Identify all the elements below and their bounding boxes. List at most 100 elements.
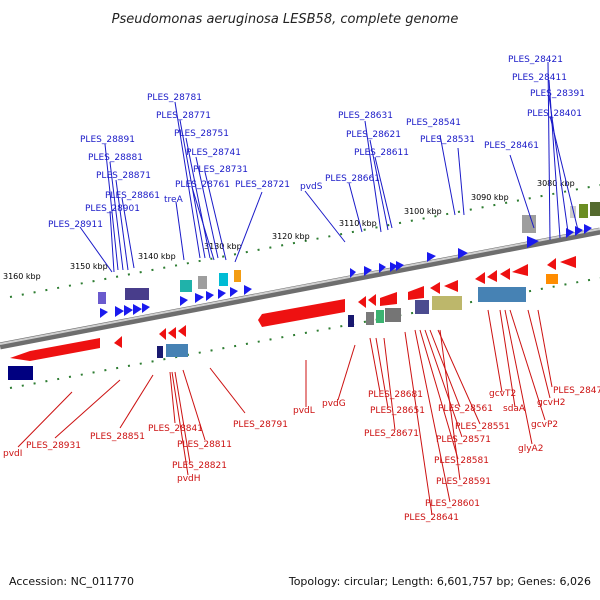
gene-arrow-forward[interactable] <box>195 293 204 303</box>
gene-label[interactable]: treA <box>164 195 184 205</box>
gene-label[interactable]: sdaA <box>503 404 526 414</box>
gene-label[interactable]: PLES_28531 <box>420 135 475 145</box>
gene-label[interactable]: PLES_28581 <box>434 456 489 466</box>
gene-arrow-forward[interactable] <box>124 305 133 316</box>
gene-label[interactable]: PLES_28651 <box>370 406 425 416</box>
gene-label[interactable]: PLES_28671 <box>364 429 419 439</box>
gene-label[interactable]: PLES_28771 <box>156 111 211 121</box>
gene-label[interactable]: PLES_28881 <box>88 153 143 163</box>
gene-arrow-forward[interactable] <box>218 289 226 299</box>
gene-label[interactable]: glyA2 <box>518 444 543 454</box>
gene-label[interactable]: PLES_28901 <box>85 204 140 214</box>
gene-arrow-reverse[interactable] <box>159 328 166 340</box>
gene-label[interactable]: gcvT2 <box>489 389 516 399</box>
gene-arrow-reverse[interactable] <box>358 296 366 308</box>
gene-block[interactable] <box>478 287 526 302</box>
gene-label[interactable]: pvdL <box>293 406 315 416</box>
gene-label[interactable]: PLES_28661 <box>325 174 380 184</box>
gene-arrow-reverse[interactable] <box>560 256 576 268</box>
gene-arrow-reverse[interactable] <box>168 327 176 339</box>
gene-block[interactable] <box>385 308 401 322</box>
gene-block[interactable] <box>348 315 354 327</box>
gene-label[interactable]: PLES_28571 <box>436 435 491 445</box>
gene-label[interactable]: PLES_28891 <box>80 135 135 145</box>
gene-arrow-forward[interactable] <box>244 285 252 295</box>
gene-label[interactable]: PLES_28561 <box>438 404 493 414</box>
gene-arrow-reverse[interactable] <box>487 270 497 282</box>
gene-block[interactable] <box>198 276 207 289</box>
gene-arrow-forward[interactable] <box>364 266 372 276</box>
gene-label[interactable]: PLES_28411 <box>512 73 567 83</box>
gene-arrow-reverse[interactable] <box>444 280 458 292</box>
gene-arrow-forward[interactable] <box>575 226 583 236</box>
gene-arrow-reverse[interactable] <box>500 268 510 280</box>
gene-block[interactable] <box>522 215 536 233</box>
gene-arrow-forward[interactable] <box>180 296 188 306</box>
gene-label[interactable]: pvdI <box>3 449 22 459</box>
gene-block[interactable] <box>125 288 149 300</box>
gene-arrow-forward[interactable] <box>115 306 124 317</box>
gene-label[interactable]: PLES_28601 <box>425 499 480 509</box>
gene-label[interactable]: PLES_28751 <box>174 129 229 139</box>
gene-label[interactable]: PLES_28421 <box>508 55 563 65</box>
gene-label[interactable]: PLES_28471 <box>553 386 600 396</box>
gene-label[interactable]: PLES_28811 <box>177 440 232 450</box>
gene-label[interactable]: PLES_28591 <box>436 477 491 487</box>
gene-label[interactable]: gcvP2 <box>531 420 558 430</box>
gene-label[interactable]: PLES_28791 <box>233 420 288 430</box>
gene-block[interactable] <box>234 270 241 282</box>
gene-label[interactable]: PLES_28641 <box>404 513 459 523</box>
gene-block[interactable] <box>570 206 576 218</box>
gene-arrow-reverse[interactable] <box>10 338 100 361</box>
gene-label[interactable]: PLES_28631 <box>338 111 393 121</box>
gene-label[interactable]: PLES_28401 <box>527 109 582 119</box>
gene-block[interactable] <box>432 296 462 310</box>
gene-label[interactable]: PLES_28781 <box>147 93 202 103</box>
gene-block[interactable] <box>98 292 106 304</box>
gene-arrow-forward[interactable] <box>230 287 238 297</box>
gene-label[interactable]: pvdS <box>300 182 323 192</box>
gene-arrow-reverse[interactable] <box>430 282 440 294</box>
gene-label[interactable]: PLES_28621 <box>346 130 401 140</box>
gene-block[interactable] <box>8 366 33 380</box>
gene-label[interactable]: PLES_28851 <box>90 432 145 442</box>
gene-label[interactable]: PLES_28461 <box>484 141 539 151</box>
gene-block[interactable] <box>180 280 192 292</box>
gene-arrow-forward[interactable] <box>527 236 539 248</box>
gene-arrow-forward[interactable] <box>133 304 142 315</box>
gene-label[interactable]: PLES_28911 <box>48 220 103 230</box>
gene-label[interactable]: PLES_28721 <box>235 180 290 190</box>
gene-arrow-reverse[interactable] <box>258 299 345 327</box>
gene-arrow-forward[interactable] <box>206 291 214 301</box>
gene-block[interactable] <box>579 204 588 218</box>
gene-label[interactable]: PLES_28841 <box>148 424 203 434</box>
gene-label[interactable]: PLES_28731 <box>193 165 248 175</box>
gene-label[interactable]: PLES_28551 <box>455 422 510 432</box>
gene-label[interactable]: PLES_28871 <box>96 171 151 181</box>
gene-label[interactable]: PLES_28611 <box>354 148 409 158</box>
gene-block[interactable] <box>157 346 163 358</box>
gene-label[interactable]: pvdH <box>177 474 201 484</box>
gene-label[interactable]: gcvH2 <box>537 398 565 408</box>
gene-block[interactable] <box>376 310 384 323</box>
gene-arrow-reverse[interactable] <box>408 286 424 300</box>
gene-label[interactable]: PLES_28931 <box>26 441 81 451</box>
gene-block[interactable] <box>590 202 600 216</box>
gene-block[interactable] <box>219 273 228 286</box>
gene-label[interactable]: PLES_28681 <box>368 390 423 400</box>
gene-block[interactable] <box>415 300 429 314</box>
gene-arrow-forward[interactable] <box>142 303 150 313</box>
gene-arrow-forward[interactable] <box>350 268 356 278</box>
gene-arrow-reverse[interactable] <box>547 258 556 270</box>
gene-arrow-forward[interactable] <box>100 308 108 318</box>
gene-label[interactable]: PLES_28541 <box>406 118 461 128</box>
gene-arrow-forward[interactable] <box>458 248 468 259</box>
gene-arrow-reverse[interactable] <box>114 336 122 348</box>
gene-label[interactable]: PLES_28821 <box>172 461 227 471</box>
gene-block[interactable] <box>366 312 374 325</box>
gene-arrow-reverse[interactable] <box>368 294 376 306</box>
gene-label[interactable]: PLES_28391 <box>530 89 585 99</box>
gene-arrow-forward[interactable] <box>379 263 386 273</box>
gene-label[interactable]: pvdG <box>322 399 346 409</box>
gene-label[interactable]: PLES_28761 <box>175 180 230 190</box>
